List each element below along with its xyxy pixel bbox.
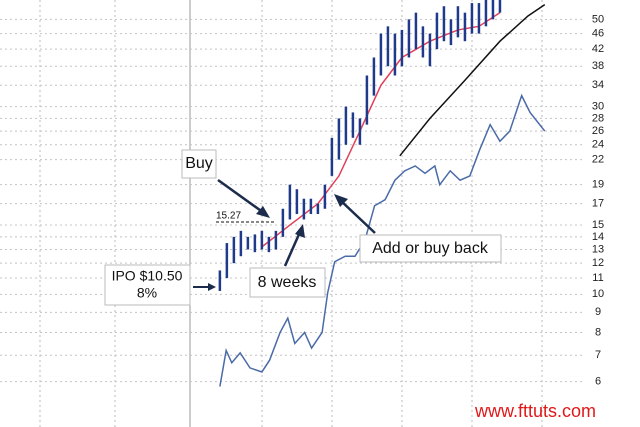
arrow — [283, 231, 302, 267]
add-box — [359, 234, 502, 263]
price-label: 15.27 — [216, 211, 241, 222]
y-tick-label: 14 — [592, 231, 604, 243]
y-tick-label: 9 — [595, 306, 601, 318]
y-tick-label: 50 — [592, 13, 604, 25]
y-tick-label: 26 — [592, 125, 604, 137]
y-tick-label: 17 — [592, 198, 604, 210]
line-series — [219, 93, 546, 387]
y-tick-label: 22 — [592, 154, 604, 166]
ipo-percent: 8% — [137, 285, 157, 301]
buy-label: Buy — [185, 155, 213, 172]
y-tick-label: 15 — [592, 219, 604, 231]
weeks-box — [249, 267, 326, 298]
y-tick-label: 7 — [595, 349, 601, 361]
arrow — [339, 199, 376, 234]
add-label: Add or buy back — [372, 240, 489, 257]
arrow — [217, 178, 265, 215]
y-tick-label: 24 — [592, 139, 604, 151]
y-tick-label: 6 — [595, 376, 601, 388]
arrow-head — [295, 224, 305, 238]
y-tick-label: 11 — [592, 272, 603, 284]
y-tick-label: 8 — [595, 326, 601, 338]
y-tick-label: 10 — [592, 288, 604, 300]
vertical-grid — [39, 0, 543, 427]
y-tick-label: 28 — [592, 112, 604, 124]
y-tick-label: 38 — [592, 60, 604, 72]
watermark: www.fttuts.com — [474, 401, 596, 421]
y-tick-label: 30 — [592, 101, 604, 113]
arrow-head — [334, 194, 348, 207]
y-tick-label: 46 — [592, 28, 604, 40]
line-series — [399, 4, 546, 157]
ipo-label: IPO $10.50 — [112, 268, 183, 284]
y-tick-label: 42 — [592, 43, 604, 55]
ipo-box — [104, 264, 191, 306]
y-tick-label: 12 — [592, 257, 604, 269]
y-tick-label: 19 — [592, 179, 604, 191]
y-tick-label: 13 — [592, 243, 604, 255]
buy-box — [181, 149, 217, 179]
arrow-head — [256, 206, 270, 218]
arrow-head — [208, 283, 216, 291]
y-tick-label: 34 — [592, 79, 604, 91]
weeks-label: 8 weeks — [258, 274, 317, 291]
annotations: Buy 15.27 Add or buy back 8 weeks IPO $1… — [104, 149, 596, 421]
